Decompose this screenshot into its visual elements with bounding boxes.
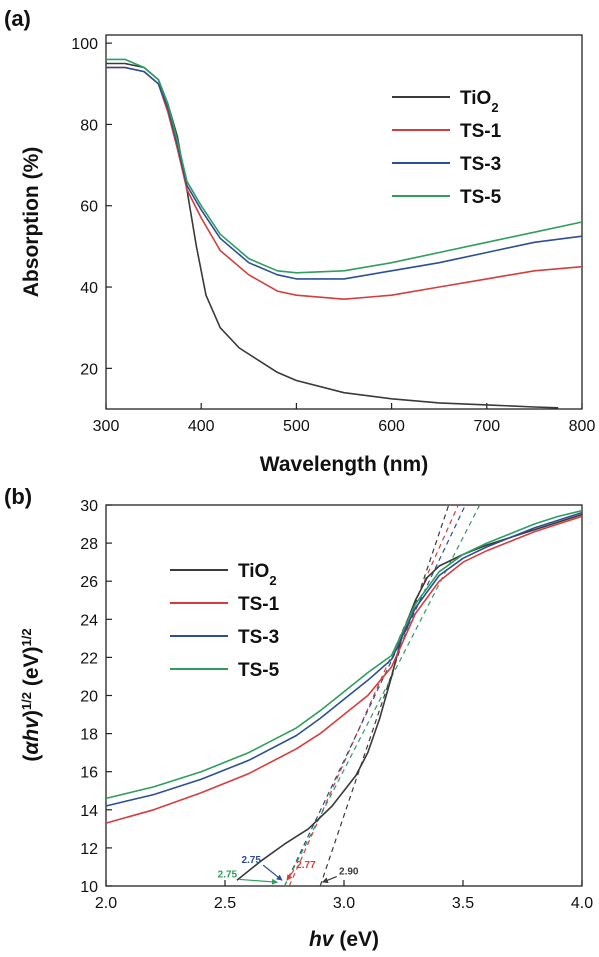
ylabel-exp-2: 1/2 [19,628,34,646]
series-line-ts-3 [105,511,583,807]
bandgap-arrow [239,878,278,885]
bandgap-value-label: 2.75 [241,855,261,866]
panel-b-label: (b) [4,484,32,509]
series-line-ts-5 [106,58,583,274]
y-tick-label: 60 [80,199,98,216]
legend-name: TiO [460,88,491,109]
legend-entry-label: TS-3 [460,154,501,175]
legend-name: TS-3 [460,154,501,175]
panel-a-series [106,58,583,409]
x-tick-label: 3.0 [333,895,355,912]
y-tick-label: 16 [80,765,98,782]
ylabel-open: ( [20,755,43,762]
x-tick-label: 2.0 [95,895,117,912]
x-tick-label: 2.5 [214,895,236,912]
legend-entry-label: TS-1 [238,594,280,615]
panel-b-bandgap-annotations: 2.75 2.77 2.90 2.75 [218,855,359,885]
x-tick-label: 300 [93,418,120,435]
legend-name: TS-3 [238,627,279,648]
legend-name: TiO [238,561,269,582]
legend-name: TS-1 [460,121,502,142]
x-tick-label: 800 [569,418,596,435]
series-line-ts-1 [106,66,583,301]
ylabel-close: ) [20,710,43,717]
panel-a: (a) 300 400 500 600 700 800 20 40 60 80 100 Wavele… [4,6,595,476]
legend-name: TS-5 [238,660,280,681]
panel-b-series [105,509,583,881]
panel-b-x-axis-title-italic: hv [309,928,335,951]
tangent-line [283,504,481,887]
tangent-line [283,504,466,887]
bandgap-value-label: 2.75 [218,869,238,880]
legend-entry-label: TS-5 [238,660,280,681]
legend-name: TS-5 [460,187,502,208]
legend-entry-label: TS-3 [238,627,279,648]
y-tick-label: 22 [80,650,98,667]
panel-a-y-axis-title: Absorption (%) [20,147,43,297]
x-tick-label: 600 [378,418,405,435]
panel-b-legend: TiO2 TS-1 TS-3 TS-5 [170,561,280,681]
y-tick-label: 40 [80,280,98,297]
legend-subscript: 2 [491,100,498,115]
panel-b-axes: 2.0 2.5 3.0 3.5 4.0 10 12 14 16 18 20 22 24 26 28 30 [80,498,593,912]
panel-a-legend: TiO2 TS-1 TS-3 TS-5 [392,88,502,208]
legend-entry-label: TiO2 [238,561,277,588]
panel-a-label: (a) [4,6,31,31]
y-tick-label: 18 [80,727,98,744]
panel-b-x-axis-title-unit: (eV) [334,928,380,951]
panel-a-axes: 300 400 500 600 700 800 20 40 60 80 100 [71,36,595,435]
y-tick-label: 26 [80,574,98,591]
bandgap-value-label: 2.77 [296,860,316,871]
y-tick-label: 20 [80,689,98,706]
x-tick-label: 500 [283,418,310,435]
legend-entry-label: TS-1 [460,121,502,142]
y-tick-label: 80 [80,117,98,134]
legend-name: TS-1 [238,594,280,615]
series-line-tio2 [236,513,583,881]
y-tick-label: 30 [80,498,98,515]
panel-a-plot-frame [105,34,583,410]
x-tick-label: 3.5 [452,895,474,912]
panel-b-tangent-lines [283,504,481,887]
x-tick-label: 4.0 [571,895,593,912]
x-tick-label: 700 [473,418,500,435]
legend-subscript: 2 [269,573,276,588]
y-tick-label: 14 [80,803,98,820]
x-tick-label: 400 [188,418,215,435]
tangent-line [319,504,450,887]
series-line-ts-3 [106,66,583,280]
bandgap-arrow [262,864,283,881]
y-tick-label: 20 [80,361,98,378]
y-tick-label: 12 [80,841,98,858]
panel-a-x-axis-title: Wavelength (nm) [260,453,428,476]
y-tick-label: 100 [71,36,98,53]
panel-b-y-axis-title: (αhv)1/2 (eV)1/2 [19,628,44,761]
panel-b: (b) 2.0 2.5 3.0 3.5 4.0 10 12 14 16 18 20 22 24 26 28 3… [4,484,593,951]
y-tick-label: 24 [80,612,98,629]
panel-b-plot-frame [105,504,583,887]
ylabel-exp-1: 1/2 [19,692,34,710]
bandgap-arrow [322,876,337,883]
legend-entry-label: TS-5 [460,187,502,208]
panel-b-x-axis-title: hv (eV) [309,928,379,951]
tangent-line [288,504,459,887]
bandgap-value-label: 2.90 [339,867,359,878]
bandgap-arrow [286,869,295,881]
series-line-tio2 [106,62,559,409]
legend-entry-label: TiO2 [460,88,499,115]
ylabel-alpha-hv: αhv [20,716,43,755]
y-tick-label: 10 [80,879,98,896]
series-line-ts-1 [105,515,583,824]
ylabel-unit: (eV) [20,646,43,692]
series-line-ts-5 [105,509,583,800]
y-tick-label: 28 [80,536,98,553]
